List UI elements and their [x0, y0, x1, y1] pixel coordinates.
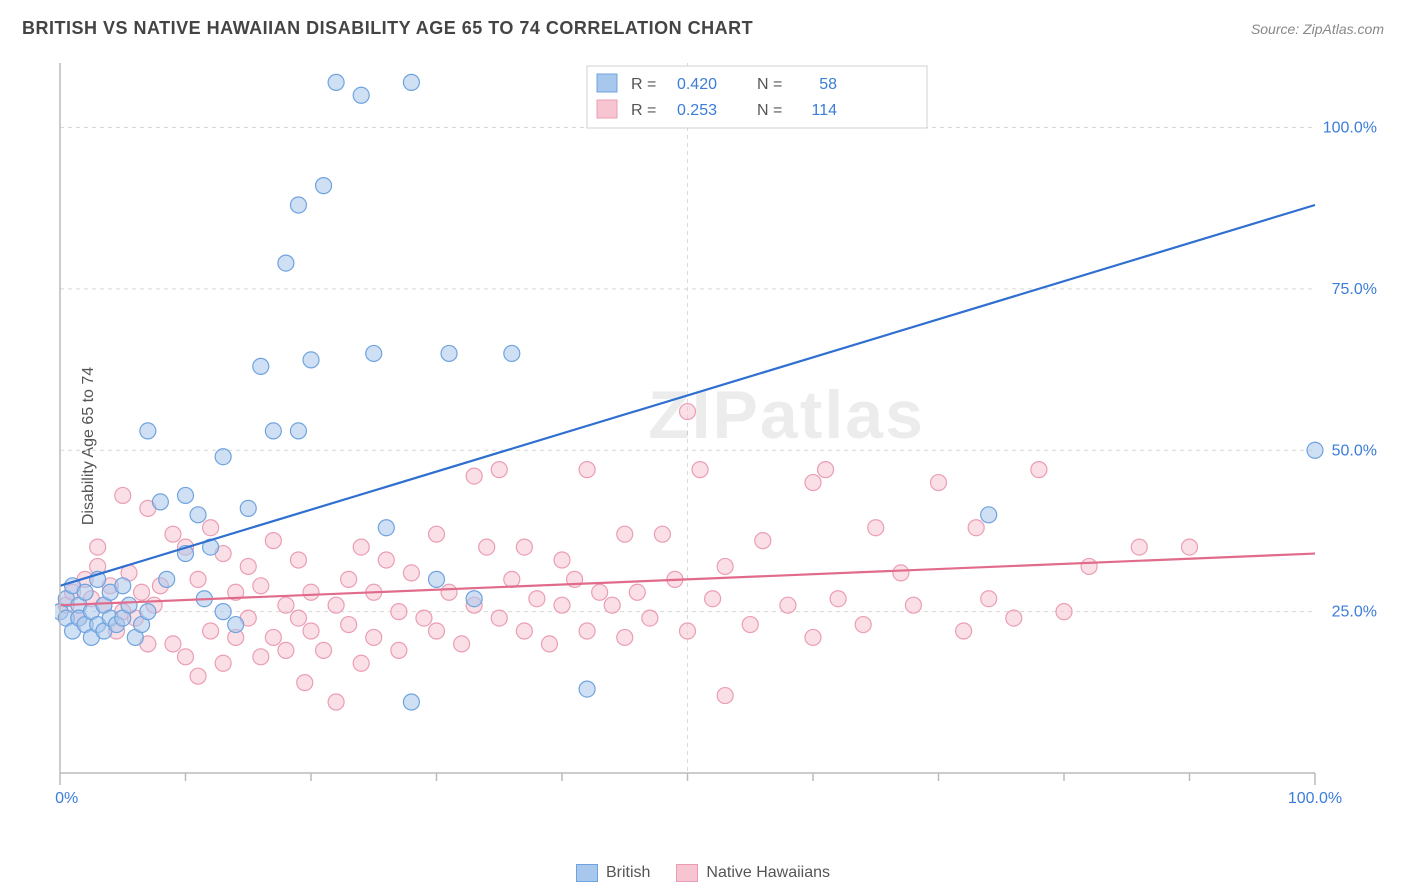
svg-text:N =: N =: [757, 76, 782, 93]
bottom-legend: British Native Hawaiians: [0, 864, 1406, 882]
legend-label: British: [606, 864, 650, 882]
legend-swatch: [676, 864, 698, 882]
svg-text:0.0%: 0.0%: [55, 790, 78, 807]
legend-swatch: [576, 864, 598, 882]
svg-text:R =: R =: [631, 102, 656, 119]
svg-text:0.253: 0.253: [677, 102, 717, 119]
svg-text:100.0%: 100.0%: [1288, 790, 1342, 807]
chart-svg: ZIPatlas25.0%50.0%75.0%100.0%0.0%100.0%R…: [55, 58, 1385, 818]
chart-title: BRITISH VS NATIVE HAWAIIAN DISABILITY AG…: [22, 18, 753, 39]
chart-source: Source: ZipAtlas.com: [1251, 21, 1384, 37]
svg-text:75.0%: 75.0%: [1332, 281, 1377, 298]
svg-text:0.420: 0.420: [677, 76, 717, 93]
legend-item: British: [576, 864, 650, 882]
svg-text:100.0%: 100.0%: [1323, 120, 1377, 137]
svg-text:N =: N =: [757, 102, 782, 119]
legend-label: Native Hawaiians: [706, 864, 830, 882]
legend-item: Native Hawaiians: [676, 864, 830, 882]
svg-text:58: 58: [819, 76, 837, 93]
svg-text:50.0%: 50.0%: [1332, 442, 1377, 459]
chart-header: BRITISH VS NATIVE HAWAIIAN DISABILITY AG…: [22, 18, 1384, 39]
scatter-plot: ZIPatlas25.0%50.0%75.0%100.0%0.0%100.0%R…: [55, 58, 1385, 818]
svg-text:R =: R =: [631, 76, 656, 93]
svg-text:25.0%: 25.0%: [1332, 604, 1377, 621]
svg-text:114: 114: [811, 102, 837, 119]
